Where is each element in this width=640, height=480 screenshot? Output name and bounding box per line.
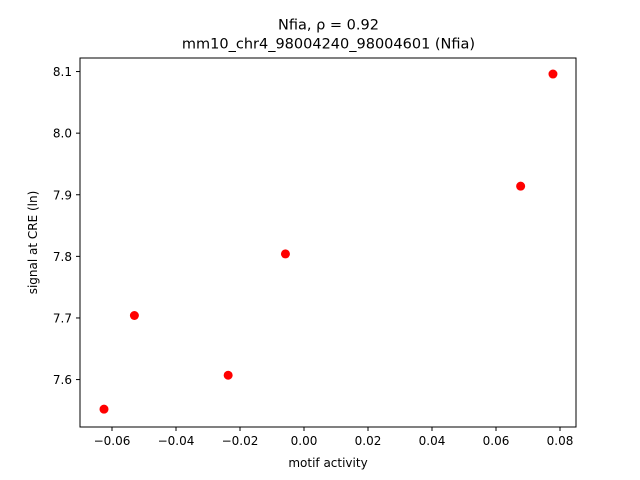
- x-ticks: −0.06 −0.04 −0.02 0.00 0.02 0.04 0.06 0.08: [94, 427, 574, 448]
- data-point: [129, 310, 139, 320]
- x-tick-label: 0.06: [483, 434, 510, 448]
- x-tick-label: 0.00: [291, 434, 318, 448]
- y-tick-label: 7.6: [53, 373, 72, 387]
- y-tick-label: 8.1: [53, 65, 72, 79]
- y-tick-label: 7.7: [53, 311, 72, 325]
- x-tick-label: 0.04: [419, 434, 446, 448]
- y-ticks: 7.6 7.7 7.8 7.9 8.0 8.1: [53, 65, 80, 387]
- data-point: [516, 181, 526, 191]
- data-point: [280, 249, 290, 259]
- y-tick-label: 7.8: [53, 250, 72, 264]
- y-tick-label: 7.9: [53, 188, 72, 202]
- data-point: [548, 69, 558, 79]
- data-point: [99, 404, 109, 414]
- x-tick-label: 0.02: [355, 434, 382, 448]
- points-layer: [99, 69, 558, 414]
- x-tick-label: −0.04: [158, 434, 195, 448]
- x-tick-label: 0.08: [547, 434, 574, 448]
- x-tick-label: −0.02: [222, 434, 259, 448]
- x-axis-label: motif activity: [288, 456, 367, 470]
- data-point: [223, 370, 233, 380]
- x-tick-label: −0.06: [94, 434, 131, 448]
- y-tick-label: 8.0: [53, 127, 72, 141]
- plot-frame: [79, 57, 577, 428]
- chart-title-line2: mm10_chr4_98004240_98004601 (Nfia): [182, 37, 475, 53]
- chart-title-line1: Nfia, ρ = 0.92: [278, 18, 379, 34]
- y-axis-label: signal at CRE (ln): [26, 191, 40, 295]
